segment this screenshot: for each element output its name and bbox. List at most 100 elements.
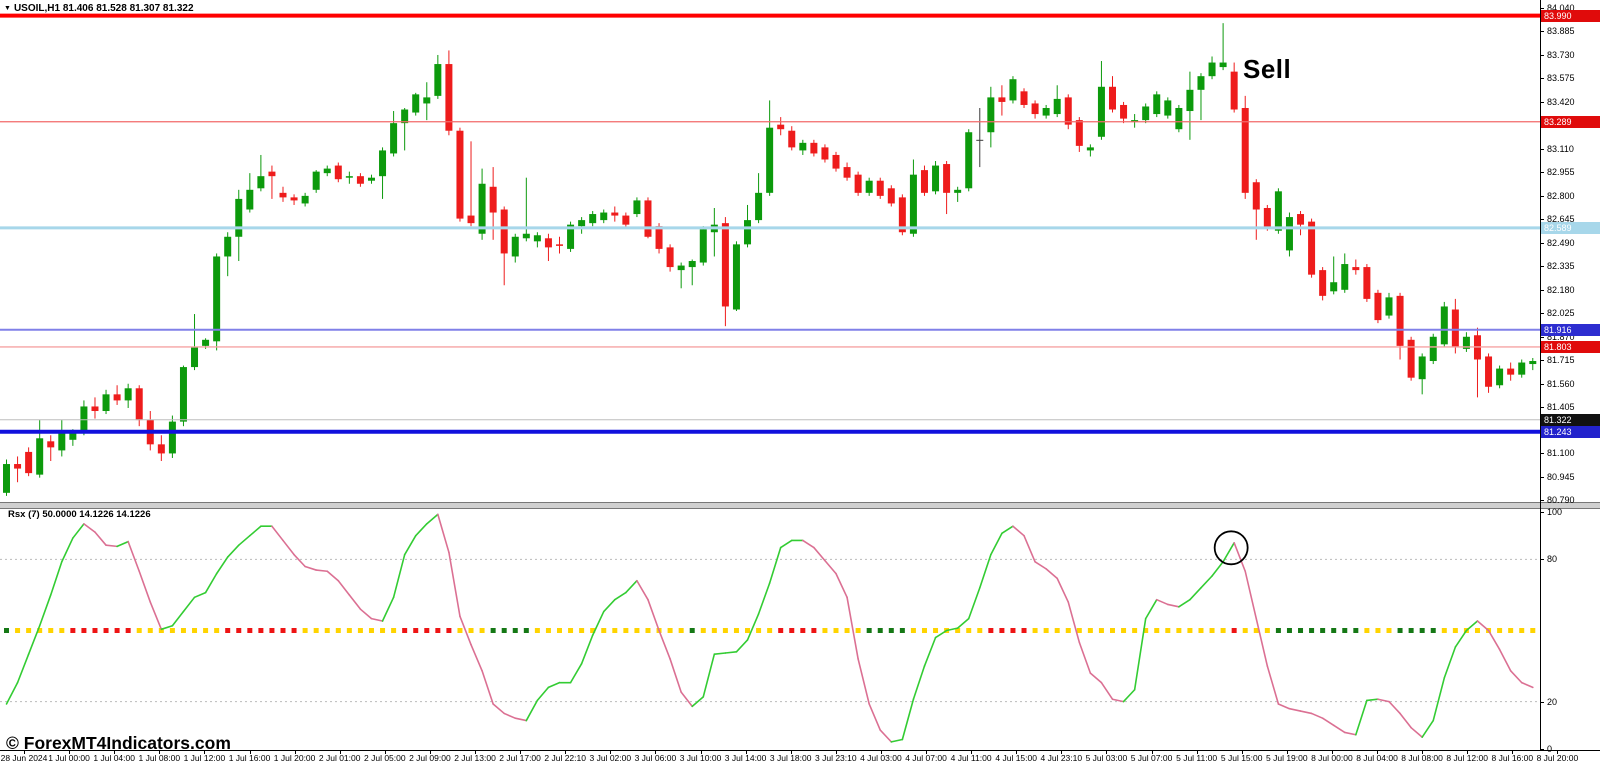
candle-body[interactable] — [456, 130, 464, 219]
candle-body[interactable] — [699, 229, 707, 263]
candle-body[interactable] — [788, 130, 796, 148]
candle-body[interactable] — [113, 394, 121, 401]
candle-body[interactable] — [1042, 107, 1050, 116]
candle-body[interactable] — [644, 200, 652, 237]
candle-body[interactable] — [721, 223, 729, 307]
candle-body[interactable] — [1385, 297, 1393, 316]
candle-body[interactable] — [168, 421, 176, 454]
candle-body[interactable] — [1363, 267, 1371, 299]
candle-body[interactable] — [1053, 98, 1061, 115]
candle-body[interactable] — [799, 142, 807, 151]
candle-body[interactable] — [611, 212, 619, 216]
candle-body[interactable] — [954, 189, 962, 193]
candle-body[interactable] — [345, 176, 353, 178]
candle-body[interactable] — [655, 226, 663, 249]
candle-body[interactable] — [965, 132, 973, 189]
candle-body[interactable] — [356, 176, 364, 184]
candle-body[interactable] — [58, 430, 66, 451]
candle-body[interactable] — [1219, 62, 1227, 68]
candle-body[interactable] — [36, 438, 44, 475]
candle-body[interactable] — [887, 188, 895, 204]
candle-body[interactable] — [279, 192, 287, 198]
candle-body[interactable] — [556, 244, 563, 246]
sell-annotation[interactable]: Sell — [1243, 54, 1292, 84]
candle-body[interactable] — [213, 256, 221, 342]
candle-body[interactable] — [246, 189, 254, 210]
candle-body[interactable] — [821, 147, 829, 160]
candle-body[interactable] — [1097, 86, 1105, 137]
candle-body[interactable] — [865, 180, 873, 193]
candle-body[interactable] — [423, 97, 431, 104]
candle-body[interactable] — [25, 451, 33, 474]
candle-body[interactable] — [1507, 368, 1515, 375]
candle-body[interactable] — [257, 176, 265, 189]
candle-body[interactable] — [434, 64, 442, 96]
candle-body[interactable] — [932, 165, 940, 192]
candle-body[interactable] — [224, 236, 232, 257]
candle-body[interactable] — [312, 171, 320, 190]
candle-body[interactable] — [732, 244, 740, 310]
candle-body[interactable] — [1186, 89, 1194, 112]
candle-body[interactable] — [1396, 295, 1404, 346]
candle-body[interactable] — [334, 165, 342, 180]
candle-body[interactable] — [1142, 106, 1150, 121]
candle-body[interactable] — [1086, 147, 1094, 151]
panel-splitter[interactable] — [0, 502, 1600, 509]
candle-body[interactable] — [268, 171, 276, 177]
candle-body[interactable] — [943, 164, 951, 193]
candle-body[interactable] — [179, 367, 187, 422]
candle-body[interactable] — [777, 124, 785, 130]
candle-body[interactable] — [876, 180, 884, 196]
candle-body[interactable] — [533, 235, 541, 242]
candle-body[interactable] — [445, 64, 453, 131]
candle-body[interactable] — [1496, 368, 1504, 386]
candle-body[interactable] — [401, 109, 409, 124]
candle-body[interactable] — [810, 142, 818, 154]
candle-body[interactable] — [578, 220, 586, 227]
candle-body[interactable] — [202, 339, 210, 346]
candle-body[interactable] — [1175, 107, 1183, 130]
candle-body[interactable] — [1230, 71, 1238, 110]
candle-body[interactable] — [1440, 306, 1448, 345]
candle-body[interactable] — [744, 220, 752, 245]
candle-body[interactable] — [633, 200, 641, 215]
candle-body[interactable] — [235, 198, 243, 237]
candle-body[interactable] — [1252, 182, 1260, 210]
candle-body[interactable] — [301, 195, 309, 204]
candle-body[interactable] — [1518, 362, 1526, 375]
candle-body[interactable] — [1208, 62, 1216, 77]
candle-body[interactable] — [1418, 356, 1426, 380]
candle-body[interactable] — [1319, 270, 1327, 296]
candle-body[interactable] — [843, 167, 851, 178]
candle-body[interactable] — [832, 154, 840, 169]
candle-body[interactable] — [500, 209, 508, 254]
candle-body[interactable] — [1197, 76, 1205, 90]
candle-body[interactable] — [1164, 100, 1172, 116]
candle-body[interactable] — [677, 265, 685, 271]
signal-circle-annotation[interactable] — [1213, 530, 1249, 566]
candle-body[interactable] — [854, 174, 862, 193]
candle-body[interactable] — [47, 441, 55, 448]
candle-body[interactable] — [920, 170, 928, 193]
candle-body[interactable] — [1120, 104, 1128, 119]
candle-body[interactable] — [367, 177, 375, 181]
candle-body[interactable] — [666, 247, 674, 268]
candle-body[interactable] — [1109, 86, 1116, 110]
candle-body[interactable] — [766, 127, 774, 193]
candle-body[interactable] — [478, 183, 486, 234]
candle-body[interactable] — [1153, 94, 1161, 115]
candle-body[interactable] — [688, 261, 696, 268]
candle-body[interactable] — [622, 215, 630, 225]
candle-body[interactable] — [1297, 214, 1305, 225]
candle-body[interactable] — [1462, 336, 1470, 349]
candle-body[interactable] — [323, 168, 331, 174]
chevron-down-icon[interactable]: ▼ — [4, 5, 11, 12]
candle-body[interactable] — [522, 233, 530, 239]
candle-body[interactable] — [1020, 91, 1028, 105]
candle-body[interactable] — [489, 186, 497, 213]
candle-body[interactable] — [1263, 207, 1271, 228]
candle-body[interactable] — [1031, 103, 1039, 115]
candle-body[interactable] — [102, 394, 110, 412]
candle-body[interactable] — [390, 123, 398, 154]
candle-body[interactable] — [909, 174, 917, 234]
